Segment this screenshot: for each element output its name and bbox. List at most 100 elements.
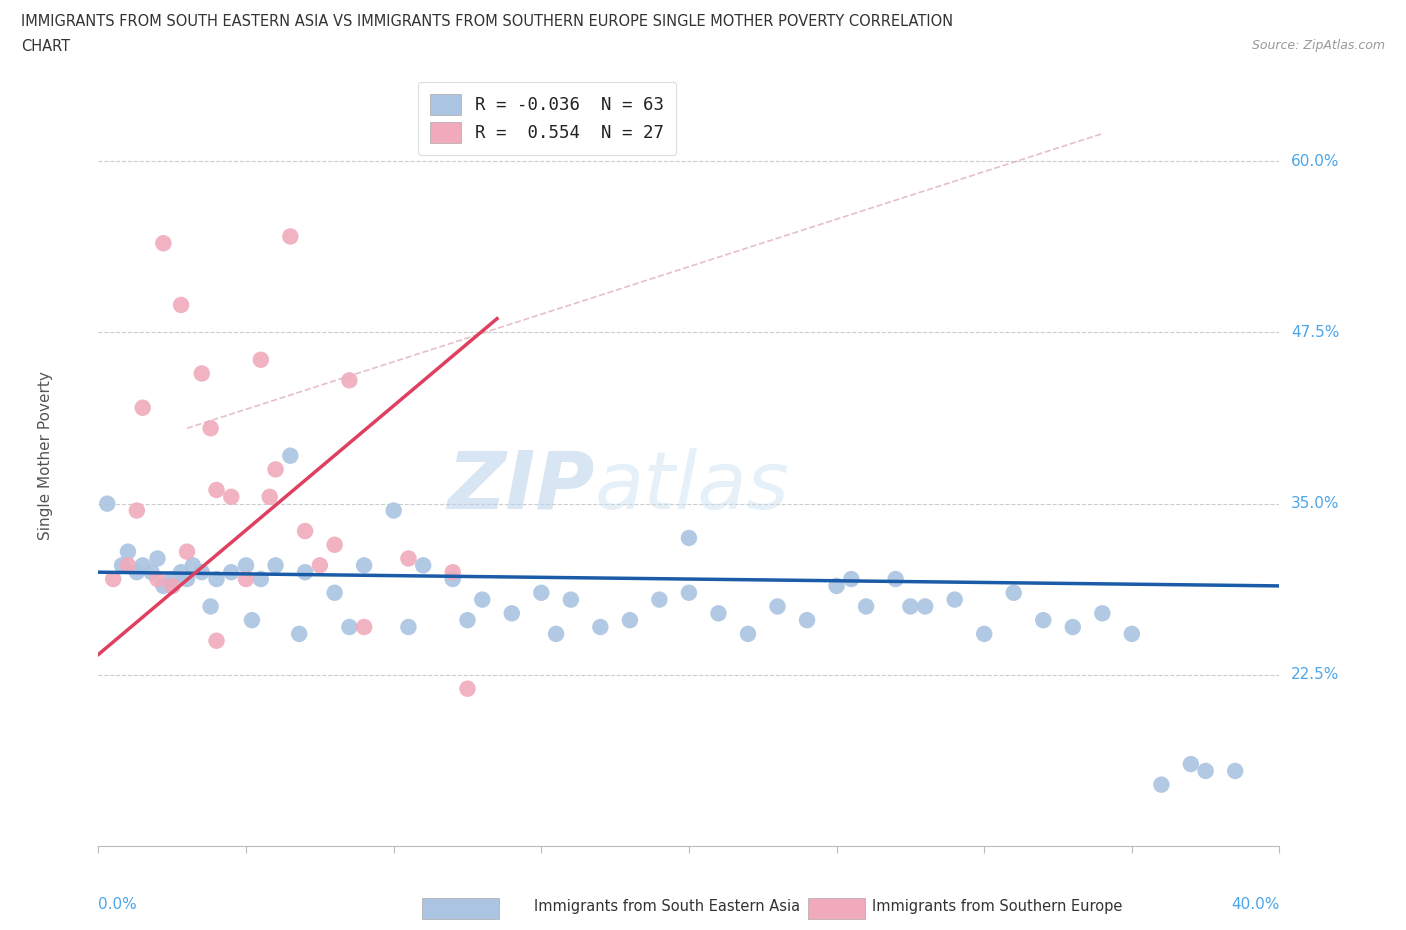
Point xyxy=(323,585,346,600)
Point xyxy=(1150,777,1173,792)
Text: IMMIGRANTS FROM SOUTH EASTERN ASIA VS IMMIGRANTS FROM SOUTHERN EUROPE SINGLE MOT: IMMIGRANTS FROM SOUTH EASTERN ASIA VS IM… xyxy=(21,14,953,29)
Point xyxy=(353,558,375,573)
Point xyxy=(943,592,966,607)
Point xyxy=(132,400,155,415)
Point xyxy=(191,565,214,579)
Point xyxy=(457,682,479,697)
Point xyxy=(280,448,302,463)
Point xyxy=(264,462,287,477)
Point xyxy=(235,572,257,587)
Point xyxy=(170,565,193,579)
Point xyxy=(288,627,311,642)
Point xyxy=(141,565,163,579)
Point xyxy=(221,565,243,579)
Point xyxy=(117,544,139,559)
Point xyxy=(125,565,148,579)
Point xyxy=(900,599,922,614)
Point xyxy=(117,558,139,573)
Text: 47.5%: 47.5% xyxy=(1291,325,1340,339)
Point xyxy=(235,558,257,573)
Point xyxy=(737,627,759,642)
Point xyxy=(250,572,273,587)
Point xyxy=(501,605,523,620)
Text: CHART: CHART xyxy=(21,39,70,54)
Point xyxy=(205,483,228,498)
Point xyxy=(398,551,420,566)
Point xyxy=(1091,605,1114,620)
Point xyxy=(170,298,193,312)
Point xyxy=(678,530,700,545)
Point xyxy=(162,578,183,593)
Point xyxy=(678,585,700,600)
Text: Single Mother Poverty: Single Mother Poverty xyxy=(38,371,53,540)
Point xyxy=(353,619,375,634)
Point xyxy=(132,558,155,573)
Point xyxy=(191,366,214,381)
Text: 35.0%: 35.0% xyxy=(1291,497,1340,512)
Point xyxy=(176,572,198,587)
Point xyxy=(619,613,641,628)
Point xyxy=(259,489,281,504)
Point xyxy=(111,558,134,573)
Point xyxy=(382,503,405,518)
Point xyxy=(855,599,877,614)
Point xyxy=(1180,757,1202,772)
Point xyxy=(221,489,243,504)
Point xyxy=(457,613,479,628)
Point xyxy=(1225,764,1247,778)
Point xyxy=(530,585,553,600)
Point xyxy=(884,572,907,587)
Point xyxy=(648,592,671,607)
Point xyxy=(146,551,169,566)
Point xyxy=(441,572,464,587)
Point xyxy=(796,613,818,628)
Text: 60.0%: 60.0% xyxy=(1291,153,1340,168)
Point xyxy=(181,558,204,573)
Text: Source: ZipAtlas.com: Source: ZipAtlas.com xyxy=(1251,39,1385,52)
Point xyxy=(471,592,494,607)
Point xyxy=(96,497,118,512)
Point xyxy=(441,565,464,579)
Point xyxy=(205,572,228,587)
Point xyxy=(280,229,302,244)
Point xyxy=(323,538,346,552)
Legend: R = -0.036  N = 63, R =  0.554  N = 27: R = -0.036 N = 63, R = 0.554 N = 27 xyxy=(418,82,676,155)
Point xyxy=(973,627,995,642)
Point xyxy=(152,578,174,593)
Point xyxy=(103,572,125,587)
Point xyxy=(309,558,332,573)
Point xyxy=(176,544,198,559)
Point xyxy=(1062,619,1084,634)
Point xyxy=(707,605,730,620)
Point xyxy=(162,572,183,587)
Point xyxy=(294,565,316,579)
Point xyxy=(152,236,174,251)
Point xyxy=(200,421,222,436)
Point xyxy=(1121,627,1143,642)
Text: atlas: atlas xyxy=(595,448,789,526)
Point xyxy=(546,627,568,642)
Point xyxy=(250,352,273,367)
Text: 22.5%: 22.5% xyxy=(1291,668,1340,683)
Point xyxy=(294,524,316,538)
Point xyxy=(1002,585,1025,600)
Point xyxy=(766,599,789,614)
Point xyxy=(146,572,169,587)
Text: 0.0%: 0.0% xyxy=(98,897,138,912)
Point xyxy=(560,592,582,607)
Point xyxy=(339,619,361,634)
Text: Immigrants from Southern Europe: Immigrants from Southern Europe xyxy=(872,899,1122,914)
Point xyxy=(264,558,287,573)
Point xyxy=(412,558,434,573)
Point xyxy=(339,373,361,388)
Point xyxy=(914,599,936,614)
Text: ZIP: ZIP xyxy=(447,448,595,526)
Point xyxy=(1032,613,1054,628)
Point xyxy=(825,578,848,593)
Point xyxy=(1195,764,1218,778)
Text: Immigrants from South Eastern Asia: Immigrants from South Eastern Asia xyxy=(534,899,800,914)
Point xyxy=(240,613,263,628)
Point xyxy=(125,503,148,518)
Text: 40.0%: 40.0% xyxy=(1232,897,1279,912)
Point xyxy=(841,572,863,587)
